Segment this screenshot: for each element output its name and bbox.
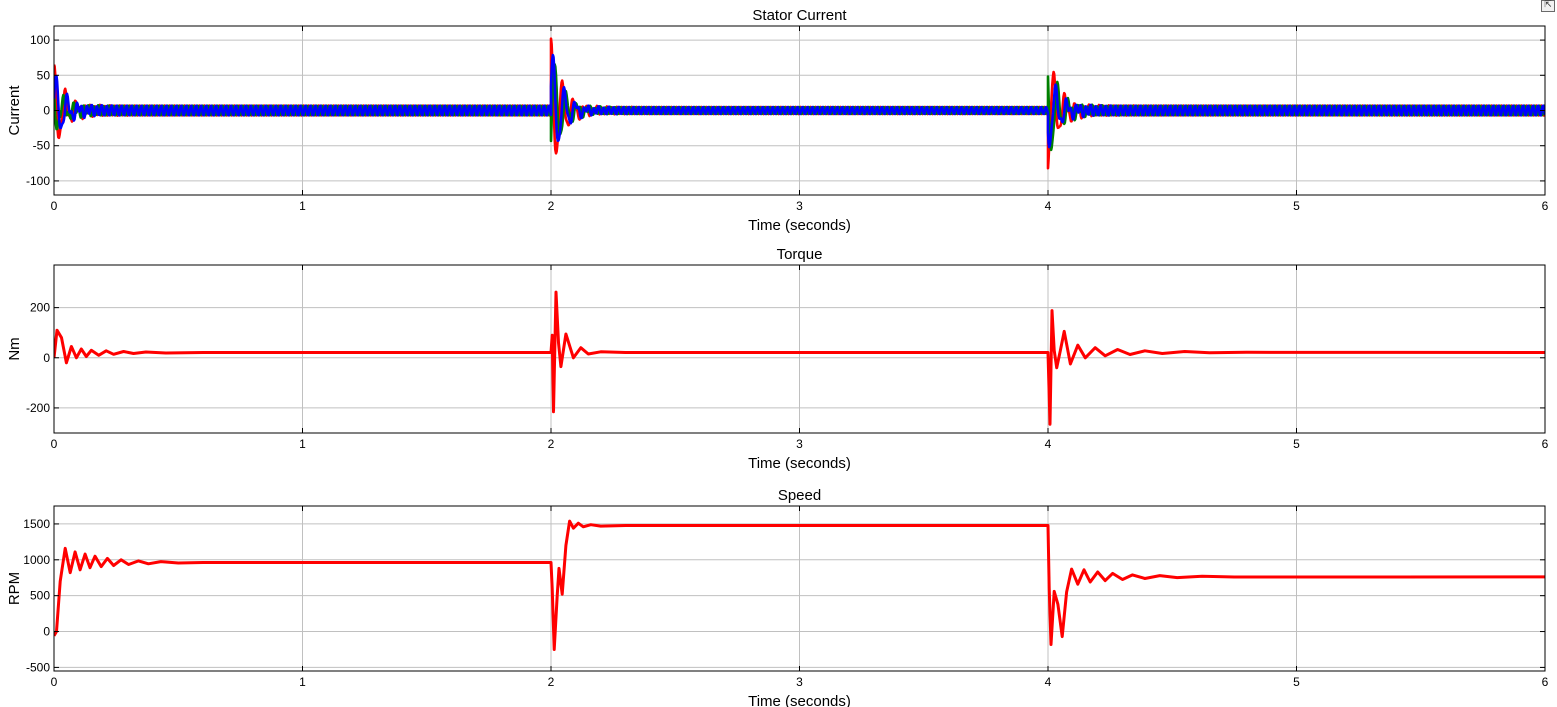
x-tick-label: 6	[1542, 437, 1549, 451]
y-tick-label: 0	[43, 351, 50, 365]
chart-1: 0 1 2 3 4 5 6 -100 -50 0 50 100 Stator Current Time (…	[6, 7, 1549, 234]
x-tick-label: 3	[796, 199, 803, 213]
x-axis-label: Time (seconds)	[748, 455, 851, 472]
x-axis-label: Time (seconds)	[748, 693, 851, 707]
y-tick-label: 0	[43, 104, 50, 118]
chart-title: Torque	[777, 246, 823, 263]
y-tick-label: -200	[26, 401, 50, 415]
x-tick-label: 1	[299, 199, 306, 213]
x-tick-label: 2	[548, 199, 555, 213]
series-line	[54, 63, 1545, 152]
series-line	[54, 290, 1545, 426]
x-tick-label: 3	[796, 675, 803, 689]
x-tick-label: 5	[1293, 675, 1300, 689]
y-tick-label: -100	[26, 174, 50, 188]
y-tick-label: 500	[30, 589, 50, 603]
x-tick-label: 3	[796, 437, 803, 451]
x-tick-label: 5	[1293, 437, 1300, 451]
y-axis-label: RPM	[6, 572, 23, 605]
x-tick-label: 6	[1542, 199, 1549, 213]
x-tick-label: 0	[51, 675, 58, 689]
series-group	[54, 290, 1545, 426]
x-tick-label: 0	[51, 199, 58, 213]
y-tick-label: 0	[43, 625, 50, 639]
series-line	[54, 53, 1545, 149]
y-axis-label: Nm	[6, 337, 23, 360]
x-axis-label: Time (seconds)	[748, 217, 851, 234]
dock-arrow-icon[interactable]: ⇱	[1541, 0, 1555, 12]
y-tick-label: 50	[37, 68, 51, 82]
y-tick-label: 1000	[23, 553, 50, 567]
x-tick-label: 2	[548, 437, 555, 451]
chart-title: Speed	[778, 487, 821, 504]
x-tick-label: 1	[299, 675, 306, 689]
series-line	[54, 519, 1545, 651]
y-axis-label: Current	[6, 85, 23, 136]
x-tick-label: 4	[1045, 199, 1052, 213]
chart-title: Stator Current	[752, 7, 847, 24]
x-tick-label: 4	[1045, 437, 1052, 451]
x-tick-label: 4	[1045, 675, 1052, 689]
series-group	[54, 37, 1545, 170]
x-tick-label: 5	[1293, 199, 1300, 213]
y-tick-label: 100	[30, 33, 50, 47]
chart-2: 0 1 2 3 4 5 6 -200 0 200 Torque Time (seconds) Nm	[6, 246, 1549, 472]
series-group	[54, 519, 1545, 651]
x-tick-label: 6	[1542, 675, 1549, 689]
x-tick-label: 1	[299, 437, 306, 451]
y-tick-label: 200	[30, 301, 50, 315]
x-tick-label: 0	[51, 437, 58, 451]
y-tick-label: -50	[33, 139, 51, 153]
y-tick-label: 1500	[23, 517, 50, 531]
x-tick-label: 2	[548, 675, 555, 689]
y-tick-label: -500	[26, 660, 50, 674]
